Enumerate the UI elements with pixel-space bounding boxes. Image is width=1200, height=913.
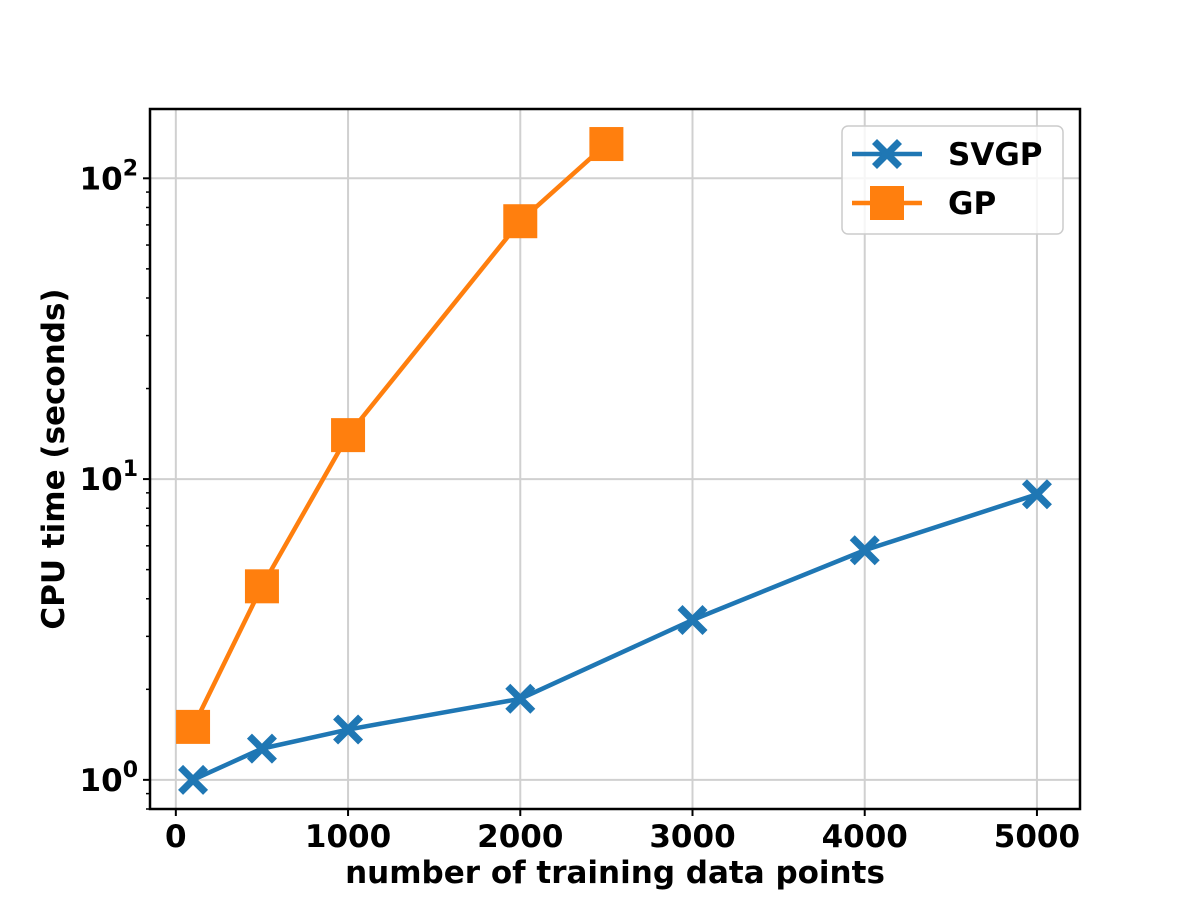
svgp-point [677,604,708,635]
plot-frame [148,107,1082,811]
svgp-point [849,535,880,566]
legend: SVGP GP [841,125,1064,235]
svgp-line [192,492,1038,782]
gp-line [191,142,608,728]
y-tick-label: 100 [80,758,138,799]
series-svgp [178,479,1052,795]
y-tick-label: 101 [80,457,138,498]
series-layer [176,127,1052,795]
x-tick-label: 3000 [649,819,735,855]
legend-svgp-marker [872,139,902,169]
svgp-point [178,764,209,795]
x-tick-label: 5000 [994,819,1080,855]
gp-point [503,204,538,239]
svgp-point [333,714,364,745]
svgp-point [1021,479,1052,510]
gp-point [244,569,279,604]
series-gp [176,127,624,744]
x-tick-label: 2000 [477,819,563,855]
y-axis-label: CPU time (seconds) [36,288,72,629]
x-tick-label: 1000 [305,819,391,855]
x-axis-label: number of training data points [345,855,885,891]
svgp-point [246,733,277,764]
legend-svgp-label: SVGP [948,137,1042,173]
x-tick-label: 4000 [822,819,908,855]
legend-gp-label: GP [948,186,996,222]
svgp-point [505,683,536,714]
gp-point [331,418,366,453]
gp-point [176,709,211,744]
gp-point [589,127,624,162]
x-tick-label: 0 [165,819,187,855]
tick-layer: 0 1000 2000 3000 4000 5000 100 101 102 [80,156,1081,855]
y-tick-label: 102 [80,156,138,197]
legend-gp-marker [870,186,904,220]
